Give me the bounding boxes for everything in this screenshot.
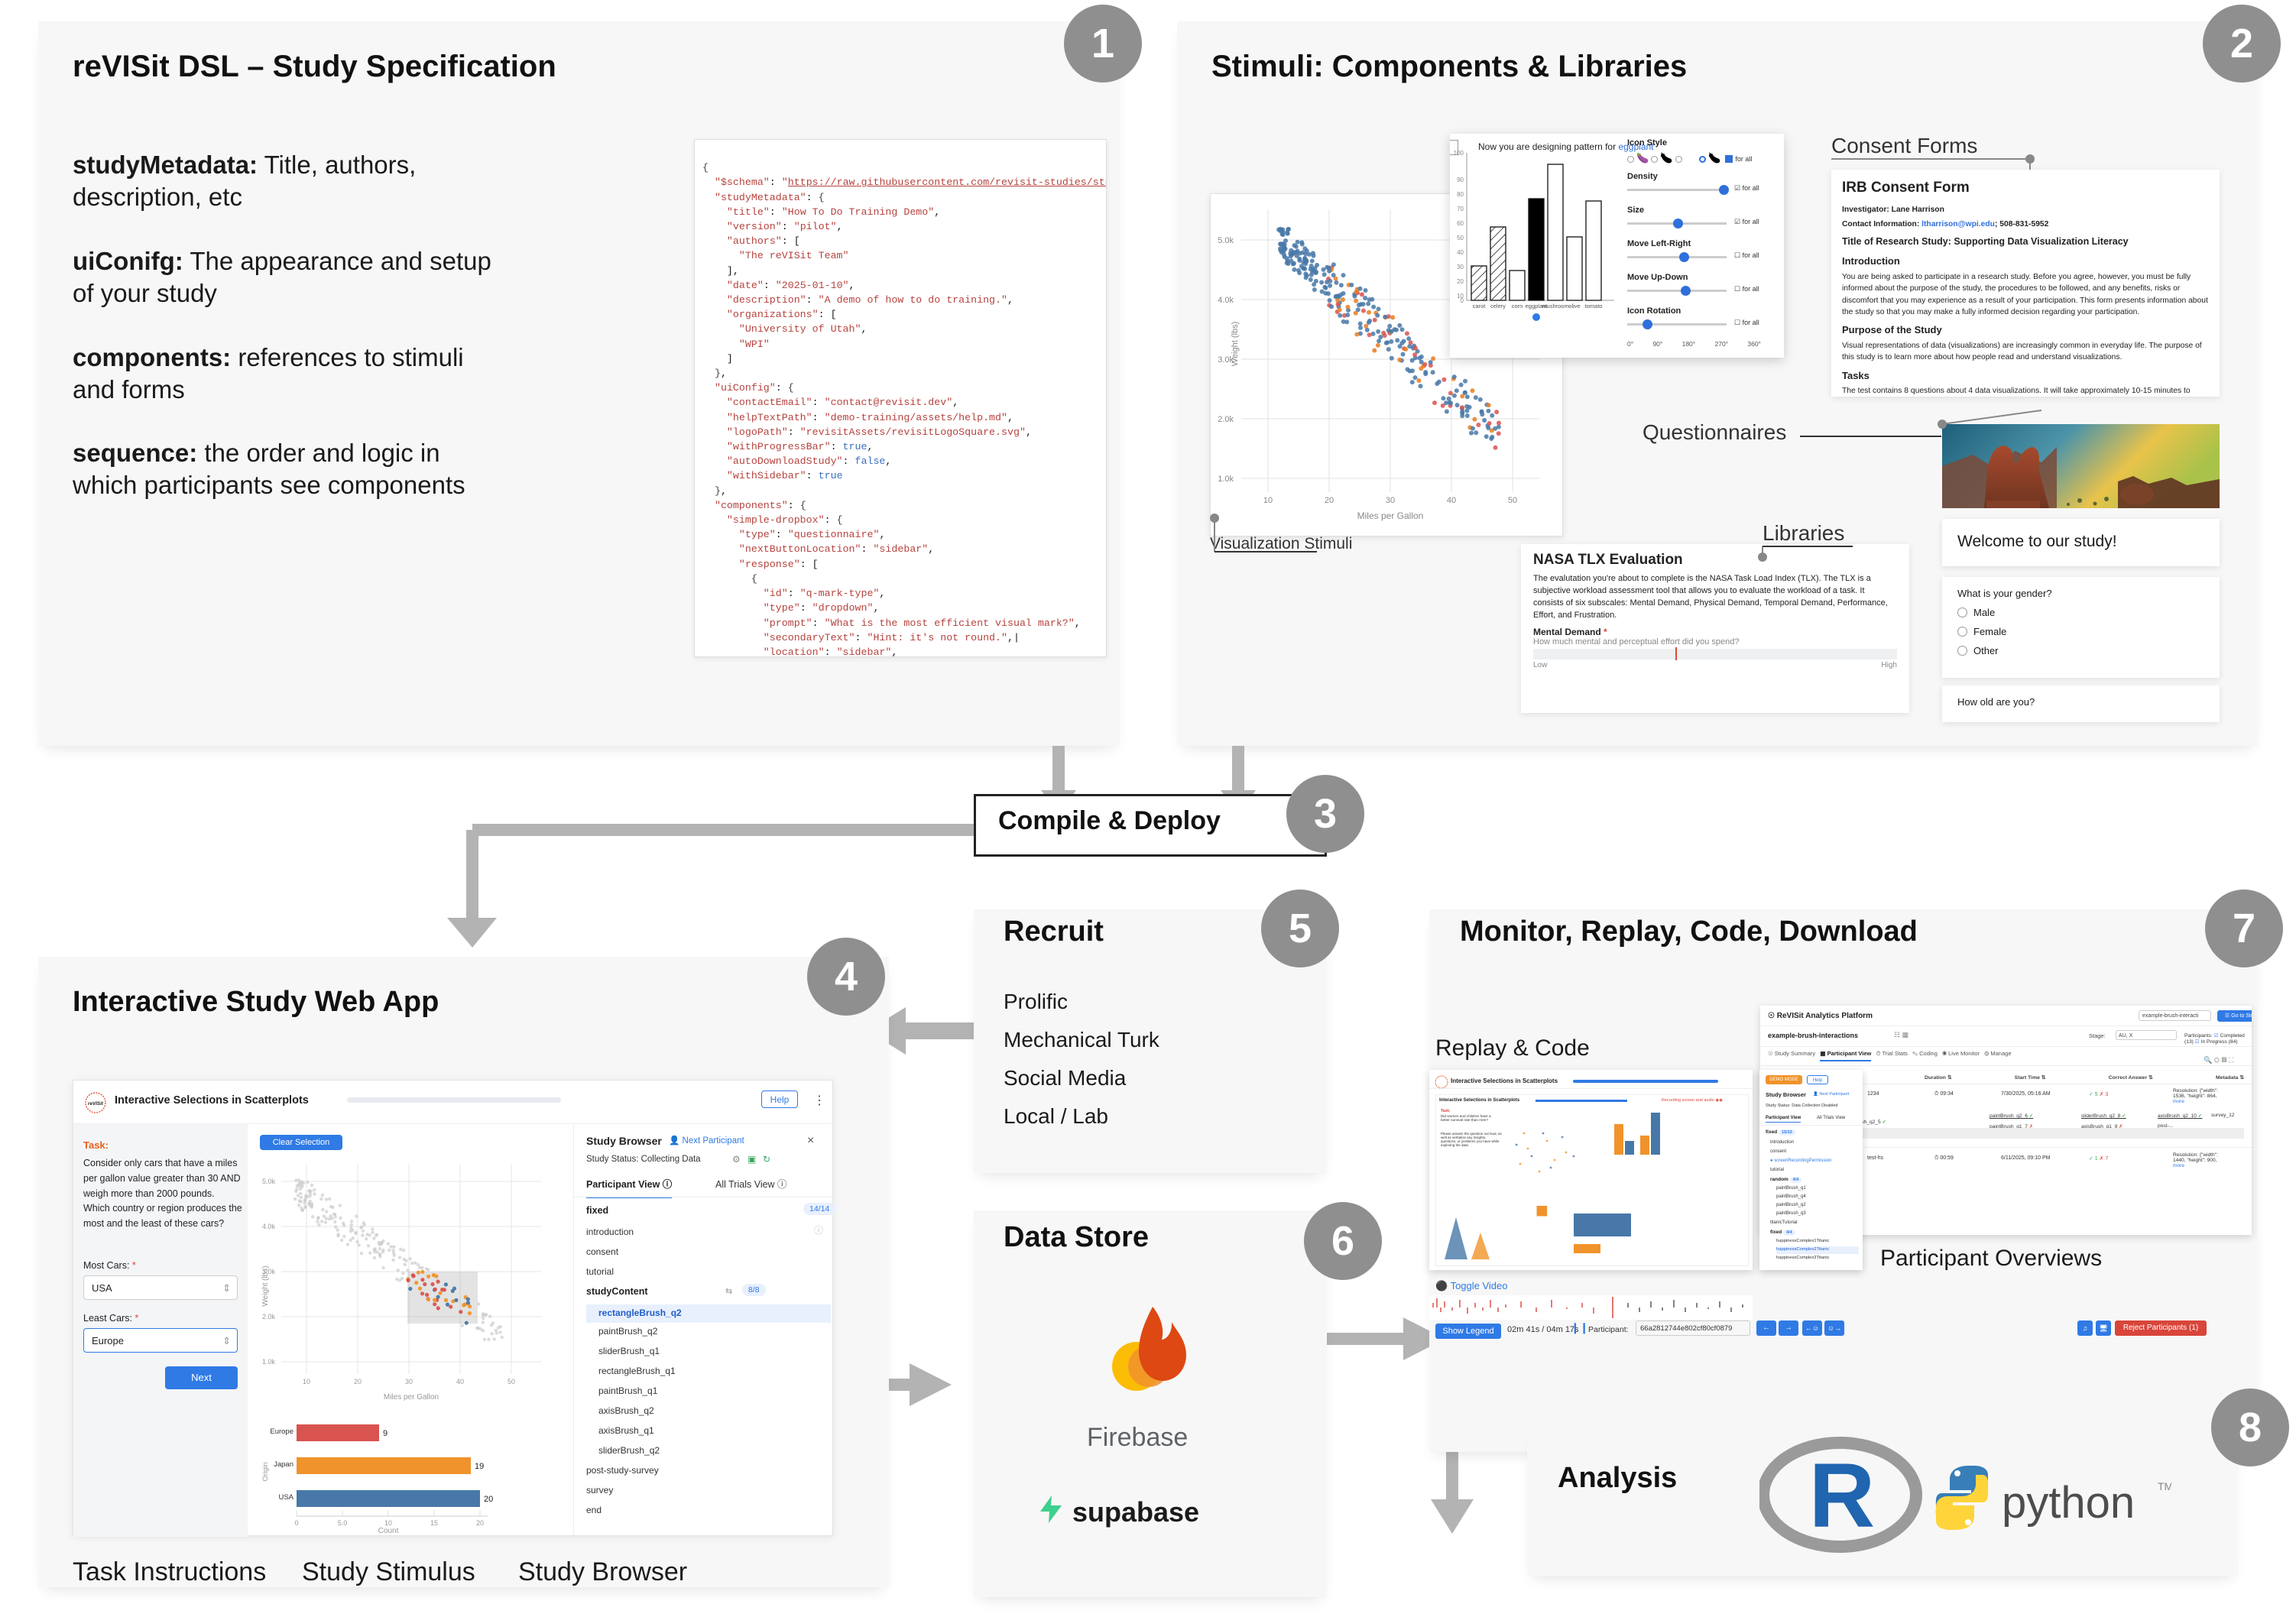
svg-text:1.0k: 1.0k bbox=[262, 1358, 276, 1366]
svg-text:40: 40 bbox=[1457, 249, 1464, 256]
svg-text:Miles per Gallon: Miles per Gallon bbox=[1357, 510, 1424, 521]
svg-text:1.0k: 1.0k bbox=[1218, 475, 1234, 484]
svg-text:40: 40 bbox=[1447, 496, 1456, 505]
svg-text:50: 50 bbox=[1457, 235, 1464, 241]
svg-text:30: 30 bbox=[1386, 496, 1395, 505]
svg-text:20: 20 bbox=[1457, 278, 1464, 285]
svg-text:10: 10 bbox=[384, 1519, 392, 1527]
svg-text:corn: corn bbox=[1512, 303, 1523, 309]
svg-text:reVISit: reVISit bbox=[88, 1101, 104, 1107]
svg-text:50: 50 bbox=[1508, 496, 1517, 505]
svg-text:USA: USA bbox=[278, 1493, 293, 1502]
svg-text:10: 10 bbox=[303, 1378, 310, 1385]
svg-text:100: 100 bbox=[1454, 150, 1464, 157]
svg-text:5.0k: 5.0k bbox=[1218, 236, 1234, 245]
svg-text:5.0k: 5.0k bbox=[262, 1178, 276, 1185]
svg-text:10: 10 bbox=[1263, 496, 1273, 505]
svg-text:30: 30 bbox=[1457, 264, 1464, 271]
svg-text:R: R bbox=[1809, 1444, 1876, 1547]
svg-text:carot: carot bbox=[1473, 303, 1487, 309]
svg-text:Weight (lbs): Weight (lbs) bbox=[261, 1265, 270, 1306]
svg-text:19: 19 bbox=[475, 1462, 484, 1471]
svg-text:15: 15 bbox=[430, 1519, 438, 1527]
svg-text:5.0: 5.0 bbox=[338, 1519, 348, 1527]
svg-text:60: 60 bbox=[1457, 220, 1464, 227]
svg-text:20: 20 bbox=[484, 1495, 493, 1504]
svg-text:4.0k: 4.0k bbox=[262, 1223, 276, 1230]
svg-text:tomato: tomato bbox=[1585, 303, 1603, 309]
svg-text:Miles per Gallon: Miles per Gallon bbox=[384, 1393, 439, 1402]
svg-text:20: 20 bbox=[476, 1519, 484, 1527]
svg-text:0: 0 bbox=[294, 1519, 298, 1527]
svg-text:30: 30 bbox=[405, 1378, 413, 1385]
svg-text:90: 90 bbox=[1457, 177, 1464, 183]
svg-text:Europe: Europe bbox=[270, 1427, 293, 1436]
svg-text:20: 20 bbox=[1325, 496, 1334, 505]
svg-text:Japan: Japan bbox=[274, 1460, 293, 1469]
svg-text:50: 50 bbox=[508, 1378, 515, 1385]
svg-text:python: python bbox=[2002, 1478, 2135, 1528]
svg-text:2.0k: 2.0k bbox=[262, 1313, 276, 1320]
svg-text:Origin: Origin bbox=[261, 1462, 270, 1481]
svg-text:olive: olive bbox=[1568, 303, 1580, 309]
svg-text:celery: celery bbox=[1490, 303, 1506, 309]
svg-text:9: 9 bbox=[383, 1429, 388, 1438]
svg-text:20: 20 bbox=[354, 1378, 362, 1385]
svg-text:40: 40 bbox=[456, 1378, 464, 1385]
svg-text:TM: TM bbox=[2158, 1480, 2171, 1492]
svg-text:0: 0 bbox=[1461, 297, 1464, 304]
svg-text:2.0k: 2.0k bbox=[1218, 415, 1234, 424]
svg-text:70: 70 bbox=[1457, 206, 1464, 212]
svg-text:mushroom: mushroom bbox=[1542, 303, 1568, 309]
svg-text:80: 80 bbox=[1457, 191, 1464, 198]
svg-text:Count: Count bbox=[378, 1527, 399, 1533]
